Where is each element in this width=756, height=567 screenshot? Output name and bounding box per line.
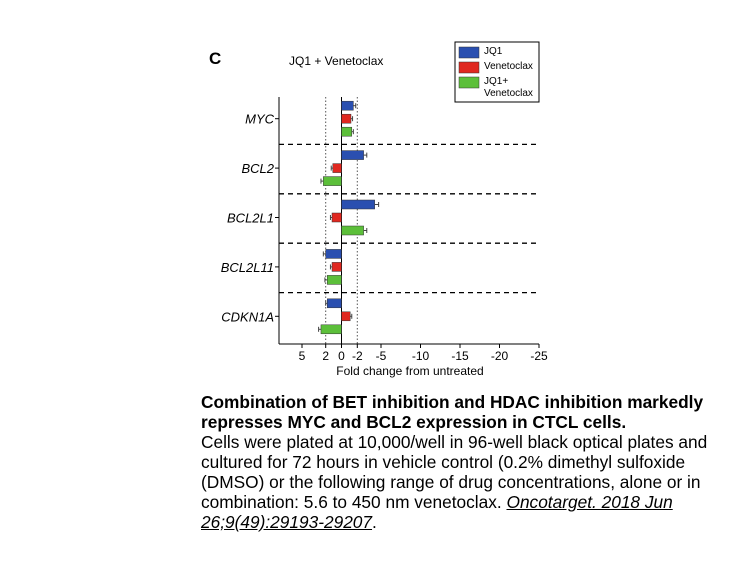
caption-title: Combination of BET inhibition and HDAC i… [201,392,704,432]
bar-myc-jq1 [341,100,354,111]
x-tick-label: -15 [451,349,469,363]
fold-change-bar-chart: C JQ1 + Venetoclax MYC BCL2 BCL2L1 BCL2L11 C… [209,41,548,378]
legend-swatch-venetoclax [458,61,480,74]
bar-myc-venetoclax [341,113,352,124]
bar-cdkn1a-jq1-venetoclax [320,324,342,335]
chart-title: JQ1 + Venetoclax [289,54,383,68]
bar-bcl2l11-jq1 [325,249,342,259]
x-tick-label: 0 [338,349,345,363]
category-label-bcl2: BCL2 [241,161,274,176]
legend-swatch-jq1-venetoclax [458,76,480,89]
bar-bcl2l1-jq1-venetoclax [341,225,364,236]
bar-bcl2l11-venetoclax [331,262,342,272]
bar-bcl2l1-venetoclax [331,212,342,223]
x-tick-label: -20 [491,349,509,363]
x-tick-label: -2 [352,349,363,363]
legend-label-jq1-venetoclax: Venetoclax [484,88,533,99]
category-label-bcl2l11: BCL2L11 [221,260,274,275]
bars-layer [318,100,380,335]
panel-label: C [209,49,221,68]
category-label-myc: MYC [245,112,275,127]
bar-bcl2-jq1-venetoclax [323,176,342,186]
x-tick-label: -5 [376,349,387,363]
caption-body: Cells were plated at 10,000/well in 96-w… [201,432,708,532]
legend-label-jq1-venetoclax: JQ1+ [484,76,508,87]
figure-caption: Combination of BET inhibition and HDAC i… [201,392,751,532]
bar-myc-jq1-venetoclax [341,126,353,137]
bar-cdkn1a-venetoclax [341,311,351,322]
category-labels: MYC BCL2 BCL2L1 BCL2L11 CDKN1A [221,112,279,324]
x-tick-label: 5 [299,349,306,363]
citation-link[interactable]: Oncotarget. 2018 Jun 26;9(49):29193-2920… [201,492,673,532]
legend-label-jq1: JQ1 [484,46,503,57]
bar-bcl2l1-jq1 [341,199,375,210]
bar-bcl2-venetoclax [332,163,342,173]
category-label-bcl2l1: BCL2L1 [227,211,274,226]
legend-label-venetoclax: Venetoclax [484,61,533,72]
legend-swatch-jq1 [458,46,480,59]
bar-bcl2l11-jq1-venetoclax [327,275,342,285]
category-label-cdkn1a: CDKN1A [221,309,274,324]
x-tick-label: 2 [322,349,329,363]
x-tick-label: -25 [530,349,548,363]
bar-bcl2-jq1 [341,150,364,160]
caption-body-text: Cells were plated at 10,000/well in 96-w… [201,432,708,512]
x-axis-label: Fold change from untreated [336,364,483,378]
x-tick-label: -10 [412,349,430,363]
x-axis-ticks: 5 2 0 -2 -5 -10 -15 -20 -25 [299,344,548,363]
bar-cdkn1a-jq1 [327,298,342,309]
category-separators [279,143,539,294]
